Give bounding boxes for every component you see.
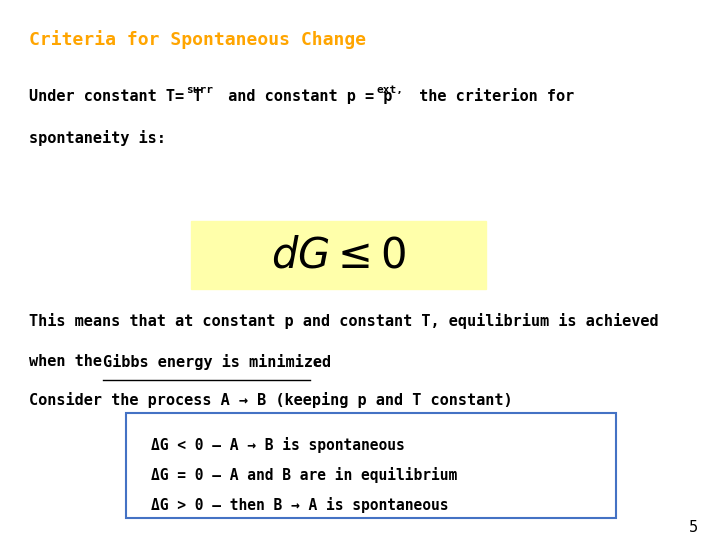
Text: Consider the process A → B (keeping p and T constant): Consider the process A → B (keeping p an…: [29, 392, 513, 408]
Text: when the: when the: [29, 354, 111, 369]
Text: Criteria for Spontaneous Change: Criteria for Spontaneous Change: [29, 30, 366, 49]
Text: and constant p = p: and constant p = p: [220, 89, 392, 104]
Text: surr: surr: [186, 85, 213, 95]
FancyBboxPatch shape: [191, 221, 486, 289]
FancyBboxPatch shape: [126, 413, 616, 518]
Text: Gibbs energy is minimized: Gibbs energy is minimized: [104, 354, 331, 370]
Text: the criterion for: the criterion for: [410, 89, 574, 104]
Text: $dG \leq 0$: $dG \leq 0$: [271, 234, 406, 276]
Text: ΔG > 0 – then B → A is spontaneous: ΔG > 0 – then B → A is spontaneous: [151, 497, 449, 513]
Text: This means that at constant p and constant T, equilibrium is achieved: This means that at constant p and consta…: [29, 313, 658, 329]
Text: spontaneity is:: spontaneity is:: [29, 130, 166, 146]
Text: ΔG = 0 – A and B are in equilibrium: ΔG = 0 – A and B are in equilibrium: [151, 467, 457, 483]
Text: 5: 5: [689, 519, 698, 535]
Text: Under constant T= T: Under constant T= T: [29, 89, 202, 104]
Text: .: .: [310, 354, 320, 369]
Text: ext,: ext,: [377, 85, 403, 95]
Text: ΔG < 0 – A → B is spontaneous: ΔG < 0 – A → B is spontaneous: [151, 437, 405, 454]
